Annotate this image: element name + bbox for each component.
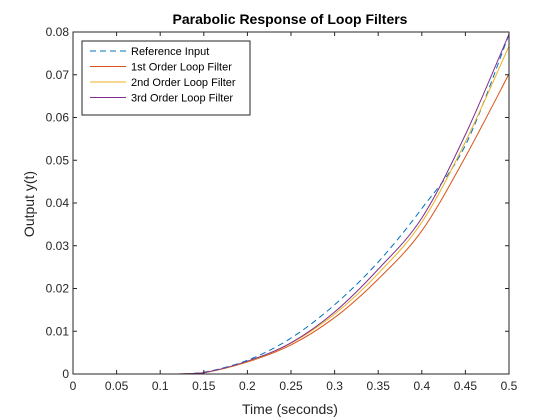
y-tick-label: 0.04	[46, 196, 70, 210]
x-tick-label: 0.25	[279, 379, 303, 393]
legend-box	[81, 40, 251, 116]
x-tick-label: 0.05	[105, 379, 129, 393]
y-tick-label: 0.08	[46, 25, 70, 39]
x-tick-label: 0.4	[413, 379, 430, 393]
y-tick-label: 0.06	[46, 111, 70, 125]
x-tick-label: 0	[70, 379, 77, 393]
x-tick-label: 0.35	[367, 379, 391, 393]
y-tick-label: 0	[62, 367, 69, 381]
legend-entry-3: 2nd Order Loop Filter	[131, 77, 236, 89]
chart-title: Parabolic Response of Loop Filters	[173, 11, 408, 27]
legend: Reference Input 1st Order Loop Filter 2nd …	[81, 40, 251, 116]
x-tick-label: 0.2	[239, 379, 256, 393]
y-tick-label: 0.01	[46, 324, 70, 338]
legend-entry-4: 3rd Order Loop Filter	[131, 93, 233, 105]
legend-entry-2: 1st Order Loop Filter	[131, 62, 232, 74]
y-axis-label: Output y(t)	[21, 171, 37, 237]
x-tick-label: 0.15	[192, 379, 216, 393]
x-tick-label: 0.1	[152, 379, 169, 393]
x-tick-label: 0.3	[326, 379, 343, 393]
y-tick-label: 0.07	[46, 68, 70, 82]
y-tick-label: 0.02	[46, 282, 70, 296]
y-tick-label: 0.05	[46, 153, 70, 167]
y-tick-label: 0.03	[46, 239, 70, 253]
x-tick-label: 0.5	[501, 379, 518, 393]
x-tick-label: 0.45	[454, 379, 478, 393]
legend-entry-1: Reference Input	[131, 46, 209, 58]
x-axis-label: Time (seconds)	[242, 401, 338, 417]
